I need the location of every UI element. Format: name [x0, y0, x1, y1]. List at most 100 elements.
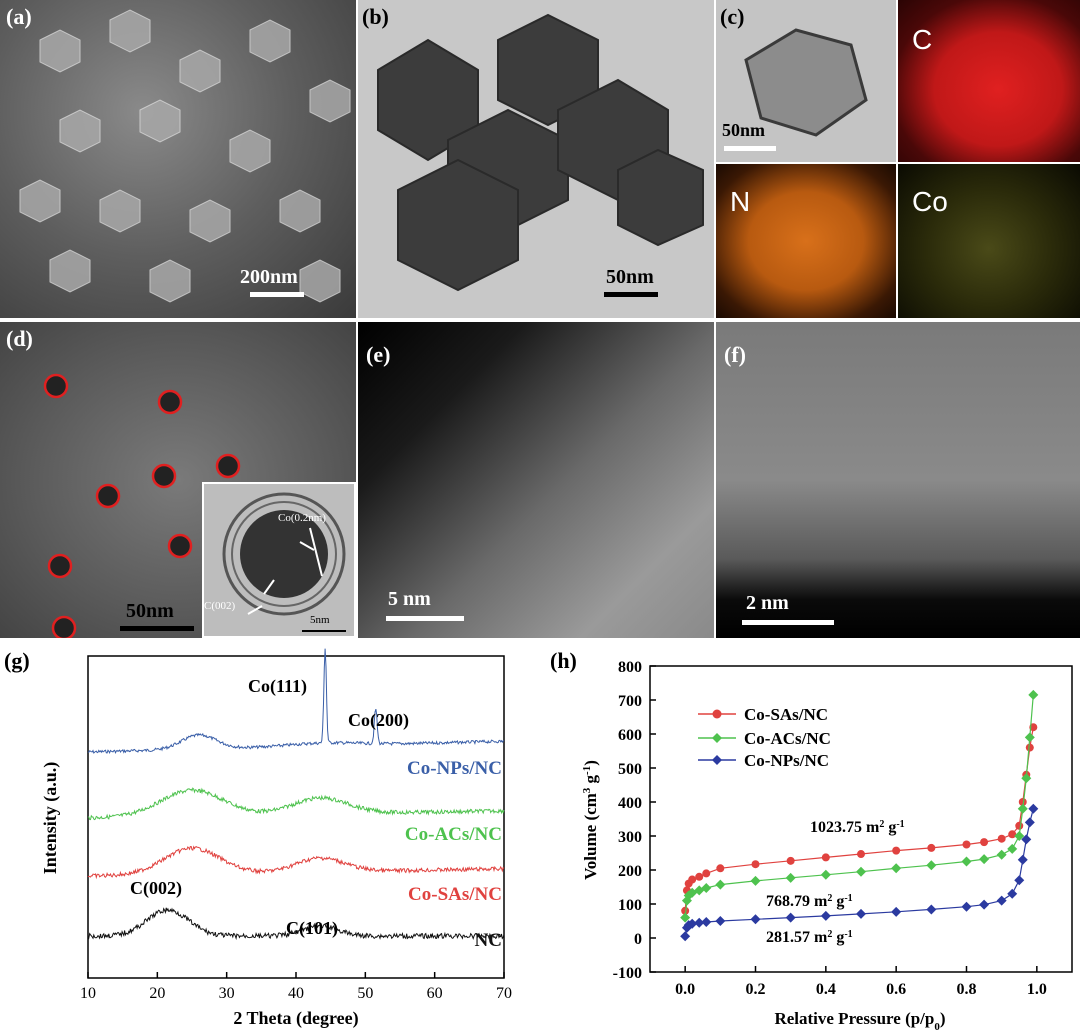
inset-scalebar	[302, 630, 346, 632]
scalebar-label-c: 50nm	[722, 120, 766, 140]
inset-hrtem: Co(0.2nm) C(002) 5nm	[202, 482, 356, 638]
bet-point-cosasnc	[688, 875, 697, 884]
bet-point-cosasnc	[716, 864, 725, 873]
bet-ytick-label: 0	[634, 931, 642, 948]
bet-ann-cosas: 1023.75 m2 g-1	[810, 819, 905, 837]
bet-point-coacsnc	[681, 895, 692, 906]
scalebar-label-d: 50nm	[126, 600, 174, 622]
bet-point-coacsnc	[750, 875, 761, 886]
xrd-xtick-label: 60	[427, 985, 443, 1002]
bet-point-cosasnc	[1008, 830, 1017, 839]
bet-xtick-label: 0.6	[886, 981, 906, 998]
bet-point-conpsnc	[820, 910, 831, 921]
bet-xtick-label: 0.0	[675, 981, 695, 998]
panel-d-tem-image: (d) 50nm Co(0.2nm) C(002) 5nm	[0, 322, 356, 638]
bet-point-coacsnc	[996, 849, 1007, 860]
bet-point-conpsnc	[750, 914, 761, 925]
panel-b-tem-image: (b) 50nm	[358, 0, 714, 318]
xrd-xtick-label: 10	[80, 985, 96, 1002]
bet-ytick-label: 300	[618, 829, 642, 846]
xrd-curve-cosasnc	[87, 845, 505, 880]
xrd-curve-conpsnc	[87, 648, 505, 754]
legend-item-cosas: Co-SAs/NC	[698, 705, 828, 724]
xrd-xtick-label: 20	[149, 985, 165, 1002]
xrd-chart: (g) 10 20 30 40 50 60 70 Intensity (a.u.) 2 Th…	[4, 648, 512, 1029]
xrd-ann-c002: C(002)	[130, 878, 182, 899]
bet-ann-coacs: 768.79 m2 g-1	[766, 893, 853, 911]
bet-point-coacsnc	[715, 879, 726, 890]
eds-label-carbon: C	[912, 24, 933, 55]
scalebar-f	[742, 620, 834, 625]
bet-point-conpsnc	[1017, 854, 1028, 865]
legend-item-conps: Co-NPs/NC	[698, 751, 829, 770]
inset-scalebar-label: 5nm	[310, 614, 330, 626]
bet-ytick-label: 700	[618, 693, 642, 710]
panel-label-d: (d)	[6, 326, 33, 351]
bet-point-cosasnc	[681, 906, 690, 915]
panel-label-g: (g)	[4, 648, 30, 673]
bet-xlabel: Relative Pressure (p/p0)	[774, 1009, 945, 1030]
xrd-ann-co200: Co(200)	[348, 710, 409, 731]
bet-point-conpsnc	[680, 931, 691, 942]
bet-point-cosasnc	[857, 850, 865, 859]
nanoparticle-circles	[43, 373, 241, 638]
bet-point-cosasnc	[1018, 798, 1027, 806]
bet-point-conpsnc	[701, 917, 712, 928]
bet-point-cosasnc	[1025, 743, 1034, 752]
panel-label-a: (a)	[6, 4, 32, 29]
bet-point-cosasnc	[980, 838, 989, 847]
bet-point-coacsnc	[856, 866, 866, 877]
scalebar-label-b: 50nm	[606, 266, 654, 288]
panel-f-haadf-image: (f) 2 nm	[716, 322, 1080, 638]
bet-point-coacsnc	[785, 872, 796, 883]
bet-point-coacsnc	[1007, 843, 1018, 854]
scalebar-c	[724, 146, 776, 151]
xrd-ann-co111: Co(111)	[248, 676, 307, 697]
bet-point-cosasnc	[695, 872, 704, 881]
bet-point-cosasnc	[927, 843, 936, 852]
bet-ytick-label: 200	[618, 863, 642, 880]
panel-a-sem-image: (a) 200nm	[0, 0, 356, 318]
single-particle	[744, 28, 868, 137]
bet-ytick-label: 100	[618, 897, 642, 914]
scalebar-b	[604, 292, 658, 297]
bet-point-cosasnc	[1015, 821, 1024, 830]
bet-point-coacsnc	[680, 912, 691, 923]
inset-particle	[222, 492, 346, 616]
bet-point-conpsnc	[891, 906, 902, 917]
bet-point-conpsnc	[1024, 817, 1035, 828]
panel-label-b: (b)	[362, 4, 389, 29]
xrd-series-label-nc: NC	[475, 930, 502, 951]
bet-legend: Co-SAs/NC Co-ACs/NC Co-NPs/NC	[698, 705, 831, 770]
xrd-xtick-label: 40	[288, 985, 304, 1002]
bet-point-coacsnc	[1024, 732, 1035, 743]
bet-point-conpsnc	[961, 901, 972, 912]
bet-point-cosasnc	[786, 856, 795, 865]
bet-point-coacsnc	[683, 890, 694, 901]
eds-map-cobalt: Co	[898, 164, 1080, 318]
inset-label-c002: C(002)	[204, 600, 236, 612]
bet-point-conpsnc	[715, 916, 726, 926]
xrd-xtick-label: 70	[496, 985, 512, 1002]
eds-map-carbon: C	[898, 0, 1080, 162]
inset-label-co: Co(0.2nm)	[278, 512, 326, 524]
scalebar-a	[250, 292, 304, 297]
bet-point-conpsnc	[785, 912, 796, 923]
legend-label-conps: Co-NPs/NC	[744, 751, 829, 770]
bet-ann-conps: 281.57 m2 g-1	[766, 929, 853, 947]
eds-map-nitrogen: N	[716, 164, 896, 318]
bet-point-coacsnc	[1021, 773, 1032, 784]
bet-point-conpsnc	[856, 908, 866, 919]
xrd-ylabel: Intensity (a.u.)	[40, 762, 61, 875]
scalebar-d	[120, 626, 194, 631]
bet-point-conpsnc	[687, 918, 698, 929]
bet-ytick-label: -100	[613, 965, 642, 982]
bet-point-cosasnc	[892, 846, 901, 855]
xrd-series-label-cosas: Co-SAs/NC	[408, 884, 502, 905]
bet-point-cosasnc	[751, 860, 760, 869]
bet-plot-frame	[649, 665, 1073, 973]
panel-c-tem: (c) 50nm	[716, 0, 896, 162]
bet-ytick-label: 600	[618, 727, 642, 744]
bet-point-coacsnc	[701, 883, 712, 894]
bet-point-coacsnc	[926, 860, 937, 871]
